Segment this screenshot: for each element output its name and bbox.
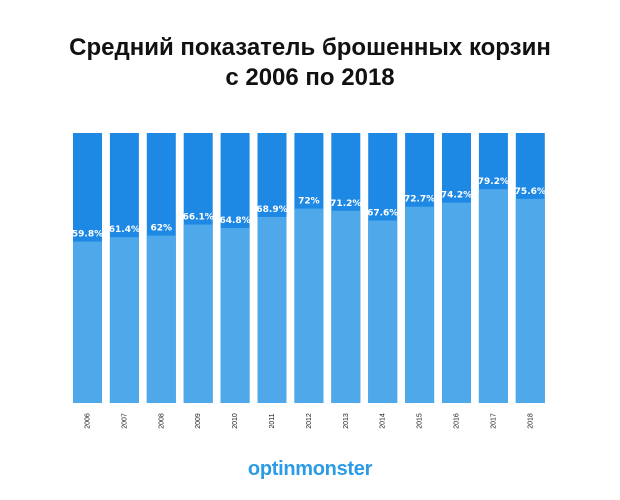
bar-2009 bbox=[183, 224, 213, 403]
x-tick-label-2007: 2007 bbox=[121, 413, 128, 429]
chart-title-line-2: с 2006 по 2018 bbox=[225, 64, 395, 91]
bar-chart: 59.8% 2006 61.4% 2007 62% 2008 66.1% 2009 64.8% 2… bbox=[72, 133, 546, 429]
x-tick-label-2010: 2010 bbox=[232, 413, 239, 429]
data-label-2010: 64.8% bbox=[219, 216, 250, 226]
data-label-2013: 71.2% bbox=[330, 199, 361, 209]
data-label-2006: 59.8% bbox=[72, 230, 103, 240]
data-label-2017: 79.2% bbox=[478, 177, 509, 187]
data-label-2011: 68.9% bbox=[256, 205, 287, 215]
bar-2017 bbox=[478, 189, 508, 403]
x-tick-label-2009: 2009 bbox=[195, 413, 202, 429]
x-tick-label-2016: 2016 bbox=[454, 413, 461, 429]
bar-2013 bbox=[331, 210, 361, 403]
x-tick-label-2013: 2013 bbox=[343, 413, 350, 429]
x-tick-label-2018: 2018 bbox=[527, 413, 534, 429]
x-tick-label-2006: 2006 bbox=[85, 413, 92, 429]
bar-2006 bbox=[73, 241, 102, 403]
optinmonster-logo: optinmonster bbox=[0, 458, 620, 481]
x-tick-label-2014: 2014 bbox=[380, 413, 387, 429]
bar-2018 bbox=[515, 198, 545, 403]
bar-2014 bbox=[368, 220, 398, 403]
x-tick-label-2012: 2012 bbox=[306, 413, 313, 429]
data-label-2012: 72% bbox=[298, 197, 320, 207]
bar-2016 bbox=[442, 202, 471, 403]
bar-2010 bbox=[220, 228, 250, 403]
bar-2008 bbox=[146, 235, 176, 403]
data-label-2015: 72.7% bbox=[404, 195, 435, 205]
bar-2011 bbox=[257, 216, 287, 403]
x-tick-label-2015: 2015 bbox=[417, 413, 424, 429]
x-tick-label-2017: 2017 bbox=[490, 413, 497, 429]
data-label-2018: 75.6% bbox=[515, 187, 546, 197]
bar-2007 bbox=[109, 237, 139, 403]
bar-2015 bbox=[405, 206, 435, 403]
data-label-2016: 74.2% bbox=[441, 191, 472, 201]
data-label-2014: 67.6% bbox=[367, 208, 398, 218]
chart-title-line-1: Средний показатель брошенных корзин bbox=[69, 34, 551, 61]
bar-2012 bbox=[294, 208, 324, 403]
data-label-2007: 61.4% bbox=[109, 225, 140, 235]
data-label-2008: 62% bbox=[151, 224, 173, 234]
x-tick-label-2011: 2011 bbox=[269, 413, 276, 428]
logo-text: optinmonster bbox=[247, 458, 373, 480]
data-label-2009: 66.1% bbox=[183, 213, 214, 223]
x-tick-label-2008: 2008 bbox=[158, 413, 165, 429]
